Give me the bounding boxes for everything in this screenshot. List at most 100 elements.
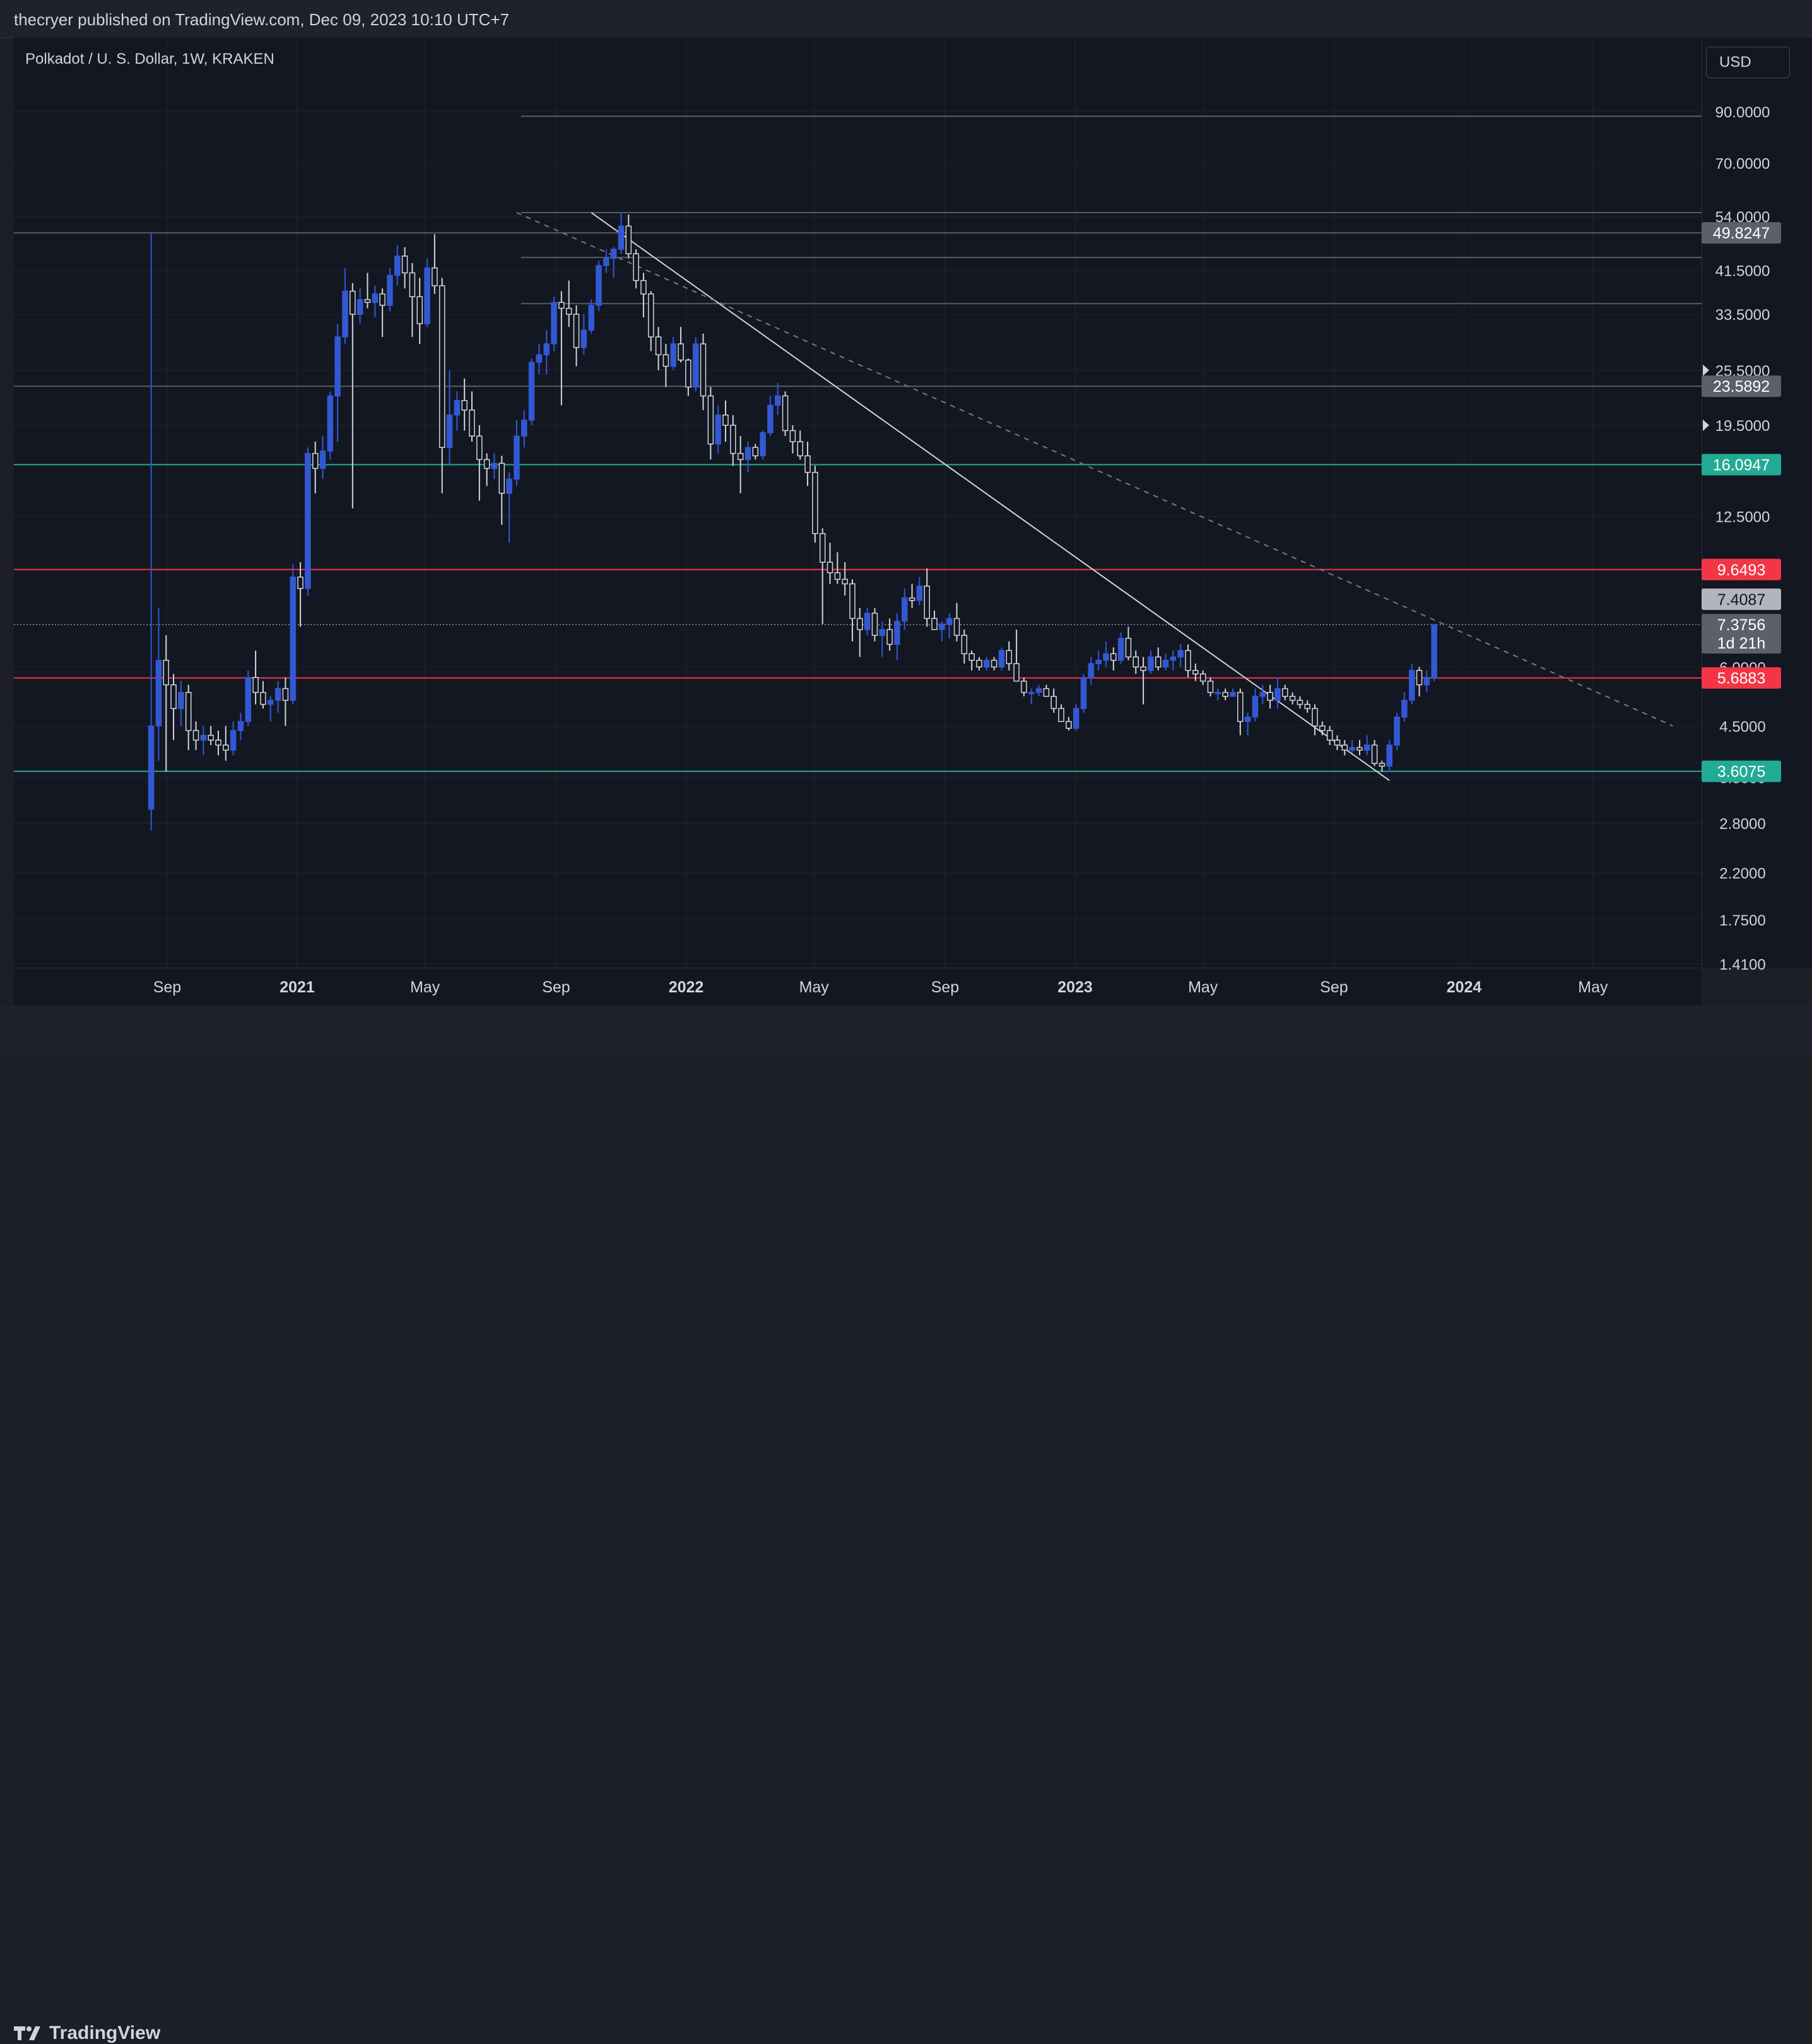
candle-body[interactable]: [1185, 650, 1191, 671]
candle-body[interactable]: [170, 684, 177, 709]
candle-body[interactable]: [580, 329, 587, 348]
candle-body[interactable]: [1289, 696, 1296, 701]
candle-body[interactable]: [394, 256, 401, 276]
candle-body[interactable]: [1416, 669, 1423, 686]
candle-body[interactable]: [178, 691, 184, 709]
candle-body[interactable]: [707, 395, 714, 445]
candle-body[interactable]: [1073, 708, 1080, 729]
price-label-current[interactable]: [1702, 614, 1781, 636]
candle-body[interactable]: [834, 572, 841, 580]
candle-body[interactable]: [939, 623, 945, 630]
candle-body[interactable]: [744, 447, 751, 461]
candle-body[interactable]: [454, 400, 461, 416]
candle-body[interactable]: [797, 441, 803, 457]
price-label-light[interactable]: [1702, 588, 1781, 610]
candle-body[interactable]: [297, 577, 303, 589]
candle-body[interactable]: [528, 361, 535, 421]
candle-body[interactable]: [200, 734, 207, 741]
candle-body[interactable]: [610, 249, 617, 259]
candle-body[interactable]: [1117, 638, 1124, 661]
price-label-gray[interactable]: [1702, 222, 1781, 244]
candle-body[interactable]: [1013, 663, 1020, 682]
candle-body[interactable]: [1095, 659, 1102, 664]
price-label-green[interactable]: [1702, 454, 1781, 476]
candle-body[interactable]: [700, 343, 707, 397]
candle-body[interactable]: [1006, 650, 1013, 664]
candle-body[interactable]: [1162, 659, 1169, 668]
candle-body[interactable]: [312, 452, 319, 469]
candle-body[interactable]: [1431, 624, 1437, 678]
candle-body[interactable]: [864, 613, 871, 630]
candle-body[interactable]: [730, 425, 736, 454]
candle-body[interactable]: [812, 471, 818, 534]
candle-body[interactable]: [775, 395, 781, 406]
candle-body[interactable]: [1423, 677, 1430, 686]
candle-body[interactable]: [1252, 696, 1259, 718]
candle-body[interactable]: [1304, 703, 1310, 709]
candle-body[interactable]: [282, 688, 289, 701]
candle-body[interactable]: [260, 691, 266, 705]
candle-body[interactable]: [514, 435, 520, 480]
candle-body[interactable]: [1237, 691, 1244, 722]
candle-body[interactable]: [461, 400, 468, 411]
candle-body[interactable]: [662, 354, 669, 367]
candle-body[interactable]: [432, 267, 438, 286]
candle-body[interactable]: [476, 435, 483, 461]
candle-body[interactable]: [1148, 656, 1154, 671]
price-label-red[interactable]: [1702, 558, 1781, 580]
candle-body[interactable]: [1215, 691, 1221, 695]
candle-body[interactable]: [551, 302, 557, 344]
candle-body[interactable]: [596, 265, 602, 306]
candle-body[interactable]: [334, 336, 341, 397]
candle-body[interactable]: [356, 299, 363, 315]
candle-body[interactable]: [1386, 744, 1393, 767]
candle-body[interactable]: [1364, 744, 1370, 751]
symbol-title[interactable]: Polkadot / U. S. Dollar, 1W, KRAKEN: [25, 50, 274, 68]
candle-body[interactable]: [946, 618, 953, 625]
candle-body[interactable]: [1110, 653, 1117, 661]
candle-body[interactable]: [961, 635, 968, 655]
candle-body[interactable]: [446, 414, 453, 449]
candle-body[interactable]: [319, 450, 326, 469]
candle-body[interactable]: [1155, 656, 1162, 668]
candle-body[interactable]: [1207, 680, 1214, 693]
candle-body[interactable]: [678, 343, 684, 361]
candle-body[interactable]: [924, 585, 930, 620]
candle-body[interactable]: [1021, 680, 1027, 693]
candle-body[interactable]: [789, 430, 796, 442]
candle-body[interactable]: [984, 659, 990, 668]
candle-body[interactable]: [1230, 691, 1236, 697]
candle-body[interactable]: [670, 343, 676, 367]
candle-body[interactable]: [364, 299, 371, 303]
candle-body[interactable]: [401, 256, 408, 274]
candle-body[interactable]: [1341, 744, 1348, 751]
candle-body[interactable]: [1401, 700, 1408, 718]
candle-body[interactable]: [916, 585, 923, 601]
candle-body[interactable]: [1035, 688, 1042, 693]
candle-body[interactable]: [223, 744, 229, 751]
candle-body[interactable]: [469, 409, 475, 437]
candle-body[interactable]: [879, 629, 886, 636]
candle-body[interactable]: [1043, 688, 1050, 697]
candle-body[interactable]: [998, 650, 1005, 668]
candle-body[interactable]: [1281, 688, 1288, 697]
candle-body[interactable]: [588, 305, 594, 331]
candle-body[interactable]: [1356, 747, 1363, 751]
candle-body[interactable]: [625, 225, 632, 255]
candle-body[interactable]: [909, 597, 915, 601]
candle-body[interactable]: [573, 314, 580, 348]
candle-body[interactable]: [521, 420, 527, 437]
candle-body[interactable]: [290, 577, 296, 701]
candle-body[interactable]: [1326, 730, 1333, 741]
candle-body[interactable]: [491, 462, 498, 469]
currency-selector[interactable]: USD: [1706, 47, 1790, 78]
candle-body[interactable]: [1408, 669, 1415, 701]
candle-body[interactable]: [752, 447, 759, 457]
tradingview-logo[interactable]: TradingView: [14, 2023, 160, 2044]
price-label-gray[interactable]: [1702, 375, 1781, 397]
candle-body[interactable]: [760, 432, 766, 457]
candle-body[interactable]: [767, 404, 774, 433]
alert-marker-icon[interactable]: [1703, 364, 1709, 376]
candle-body[interactable]: [1274, 688, 1281, 701]
candle-body[interactable]: [827, 561, 833, 573]
